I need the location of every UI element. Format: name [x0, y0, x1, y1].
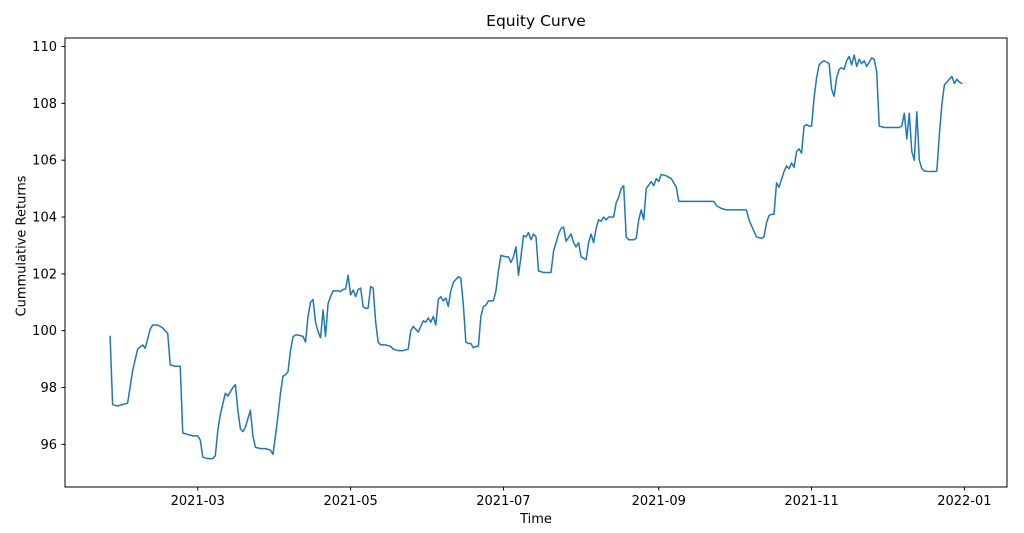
x-tick-label: 2021-05 — [323, 494, 377, 509]
y-tick-label: 96 — [40, 438, 57, 453]
x-tick-label: 2022-01 — [937, 494, 991, 509]
x-tick-label: 2021-07 — [476, 494, 530, 509]
y-axis-label: Cummulative Returns — [14, 175, 30, 317]
axes-box — [64, 37, 1008, 488]
equity-curve-line — [109, 54, 963, 460]
x-tick-label: 2021-09 — [632, 494, 686, 509]
chart-title: Equity Curve — [486, 12, 586, 30]
x-axis-label: Time — [520, 512, 552, 527]
y-tick-label: 108 — [32, 97, 57, 112]
y-tick-label: 104 — [32, 211, 57, 226]
y-tick-label: 106 — [32, 154, 57, 169]
x-tick-label: 2021-03 — [171, 494, 225, 509]
y-axis-ticks: 96 98 100 102 104 106 108 110 — [32, 40, 65, 453]
y-tick-label: 102 — [32, 267, 57, 282]
y-tick-label: 110 — [32, 40, 57, 55]
y-tick-label: 100 — [32, 324, 57, 339]
y-tick-label: 98 — [40, 381, 57, 396]
x-axis-ticks: 2021-03 2021-05 2021-07 2021-09 2021-11 2022-… — [171, 487, 992, 509]
x-tick-label: 2021-11 — [784, 494, 838, 509]
